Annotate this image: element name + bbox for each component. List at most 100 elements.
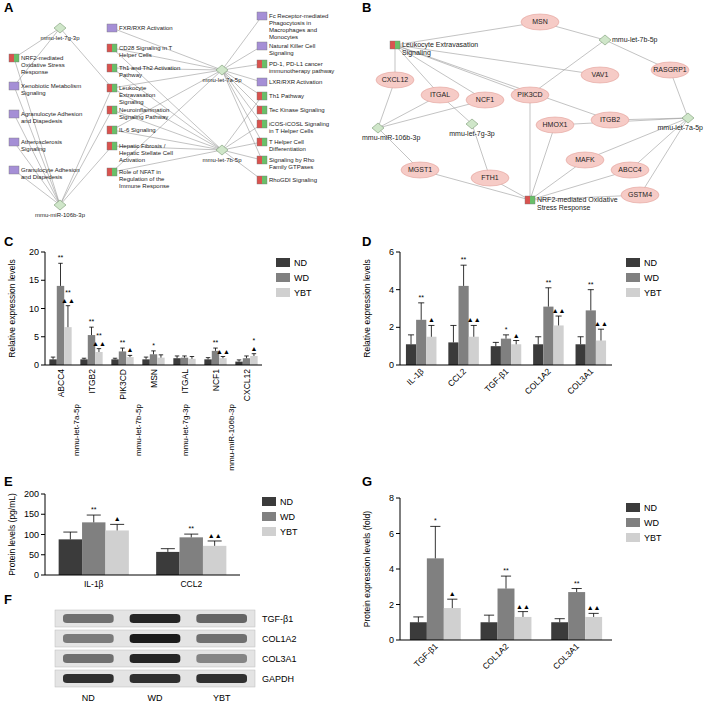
error-bar: [518, 612, 528, 617]
node-label: IL-6 Signaling: [119, 127, 156, 133]
y-tick: [41, 308, 45, 309]
error-bar: [175, 356, 179, 358]
edge: [395, 45, 600, 75]
significance-mark: ▲▲: [92, 340, 106, 347]
blot-strip: [55, 670, 255, 687]
gene-node: [621, 187, 659, 203]
label-line: RhoGDI Signaling: [269, 177, 317, 183]
significance-mark: ▲▲: [594, 320, 608, 327]
y-tick-label: 8: [389, 493, 394, 503]
gene-node: [581, 67, 619, 83]
label-line: Granulocyte Adhesion: [21, 167, 80, 173]
bar: [543, 307, 553, 365]
bar: [426, 337, 436, 365]
legend-swatch: [276, 258, 290, 267]
error-bar: [598, 329, 604, 340]
y-tick: [41, 336, 45, 337]
blot-row-label: COL1A2: [262, 634, 297, 644]
significance-mark: **: [89, 318, 95, 325]
label-line: Signaling: [21, 90, 46, 96]
pathway-node: [107, 126, 117, 134]
panel-letter: B: [362, 0, 371, 15]
significance-mark: ▲▲: [208, 532, 222, 539]
bar: [596, 341, 606, 365]
nodes: mmu-let-7g-3pmmu-let-7a-5pmmu-miR-106b-3…: [9, 12, 334, 218]
bar: [204, 359, 211, 365]
blot-strip: [55, 610, 255, 627]
bar: [80, 359, 87, 365]
y-axis-label: Relative expression levels: [7, 259, 17, 357]
node-label: RASGRP1: [653, 66, 687, 73]
pathway-node: [257, 176, 267, 184]
edge: [14, 86, 60, 205]
bar: [576, 344, 586, 365]
label-line: Natural Killer Cell: [269, 43, 315, 49]
node-label: Natural Killer CellSignaling: [269, 43, 315, 56]
error-bar: [110, 524, 124, 530]
significance-mark: **: [418, 294, 424, 301]
blot-band: [130, 654, 181, 663]
label-line: Signaling: [269, 50, 294, 56]
error-bar: [208, 541, 222, 546]
node-label: MSN: [532, 18, 548, 25]
error-bar: [120, 348, 124, 351]
label-line: ITGB2: [600, 116, 620, 123]
label-line: immunotherapy pathway: [269, 68, 334, 74]
error-bar: [184, 534, 198, 537]
error-bar: [161, 549, 175, 552]
bar: [82, 522, 105, 575]
plot-area: [49, 263, 257, 365]
legend-swatch: [276, 273, 290, 282]
bar: [416, 320, 426, 365]
x-tick-label: MSN: [149, 369, 159, 388]
legend-swatch: [626, 273, 640, 282]
edge: [112, 110, 222, 150]
pathway-node: [525, 196, 535, 204]
bar: [111, 359, 118, 365]
node-label: LXR/RXR Activation: [269, 79, 322, 85]
bar: [551, 622, 568, 640]
label-line: NRF2-mediated: [21, 55, 63, 61]
group-label: mmu-miR-106b-3p: [227, 403, 236, 470]
pathway-node: [257, 120, 267, 128]
blot-band: [196, 674, 247, 683]
node-label: NeuroinflammationSignaling Pathway: [119, 107, 169, 120]
annotations: ****▲▲▲: [91, 506, 222, 539]
x-tick-label: CCL2: [180, 579, 202, 589]
label-line: Helper Cells: [119, 52, 152, 58]
significance-mark: **: [91, 506, 97, 513]
y-axis: [45, 494, 46, 575]
y-tick-label: 200: [24, 489, 39, 499]
legend-label: YBT: [280, 527, 298, 537]
node-label: MAFK: [575, 156, 595, 163]
gene-node: [401, 162, 439, 178]
label-line: Hepatic Fibrosis /: [119, 143, 166, 149]
significance-mark: **: [588, 281, 594, 288]
nodes: Leukocyte ExtravasationSignalingNRF2-med…: [362, 14, 703, 212]
y-tick-label: 150: [24, 509, 39, 519]
bar: [481, 622, 498, 640]
label-line: MGST1: [408, 166, 432, 173]
legend-swatch: [262, 527, 276, 536]
label-line: mmu-let-7g-3p: [449, 130, 495, 138]
y-tick-label: 6: [389, 247, 394, 257]
node-label: Hepatic Fibrosis /Hepatic Stellate CellA…: [119, 143, 173, 163]
y-axis: [400, 252, 401, 365]
node-label: ITGAL: [430, 91, 450, 98]
edge: [112, 48, 222, 150]
label-line: mmu-let-7a-5p: [657, 124, 703, 132]
label-line: Extravasation: [119, 92, 155, 98]
blot-band: [63, 614, 114, 623]
bar: [585, 617, 602, 640]
legend-label: YBT: [294, 288, 312, 298]
edge: [14, 28, 60, 58]
node-label: MGST1: [408, 166, 432, 173]
blot-row-label: GAPDH: [262, 674, 294, 684]
bar: [243, 358, 250, 365]
label-line: mmu-let-7g-3p: [40, 35, 80, 41]
legend-label: ND: [644, 258, 657, 268]
node-label: iCOS-iCOSL Signalingin T Helper Cells: [269, 121, 329, 134]
error-bar: [206, 358, 210, 360]
bar: [469, 337, 479, 365]
label-line: Signaling by Rho: [269, 157, 315, 163]
